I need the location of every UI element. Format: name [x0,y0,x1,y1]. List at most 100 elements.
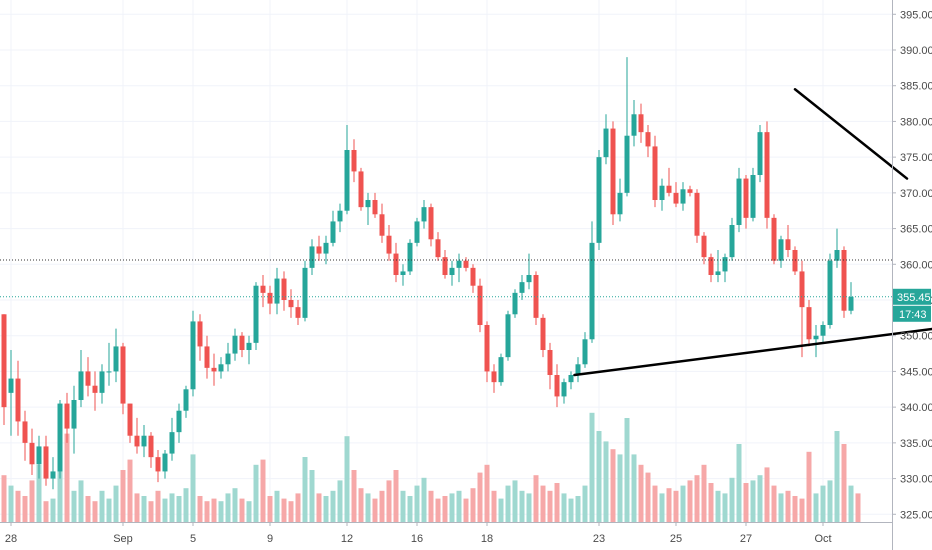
candle-body [603,128,609,158]
candle-body [575,364,581,375]
candle-body [183,389,189,411]
candle [50,457,56,490]
candle-body [218,364,224,372]
volume-bar [127,459,133,522]
candle-body [316,246,322,254]
candle [673,182,679,208]
candle-body [57,403,63,472]
candle-body [78,371,84,400]
candle-body [596,157,602,243]
candle-body [260,285,266,293]
candle [617,178,623,222]
volume-bar [400,490,406,522]
candle [722,253,728,283]
candle-body [736,178,742,225]
candle-body [764,132,770,218]
x-tick-label: 18 [481,533,493,545]
candle-body [29,442,35,465]
volume-bar [162,498,168,522]
candle-body [71,400,77,429]
x-tick-label: Oct [814,533,831,545]
candle-body [498,357,504,383]
volume-bar [680,485,686,522]
candle-body [841,250,847,311]
candle [680,182,686,211]
y-tick-label: 390.00 [900,45,932,57]
candle [624,57,630,197]
volume-bar [302,457,308,522]
candle [309,239,315,275]
volume-bar [463,498,469,522]
candle [666,167,672,197]
volume-bar [456,490,462,522]
candle-body [239,335,245,350]
candle-body [624,135,630,193]
candle [736,167,742,233]
candle-body [757,132,763,175]
candle-body [547,350,553,375]
candle [36,435,42,479]
candle [491,364,497,393]
candle-body [407,242,413,272]
candle [687,185,693,197]
volume-bar [85,496,91,522]
volume-bar [792,496,798,522]
candle [708,253,714,283]
volume-bar [197,496,203,522]
candle-body [225,353,231,365]
volume-bar [71,490,77,522]
candle-body [785,239,791,250]
volume-bar [834,431,840,522]
candle [71,385,77,454]
y-tick-label: 345.00 [900,366,932,378]
volume-bar [78,480,84,522]
volume-bar [729,477,735,522]
candle-body [155,457,161,472]
candle [267,285,273,315]
candle [281,271,287,311]
trendline[interactable] [793,88,909,180]
x-tick-label: 5 [190,533,196,545]
candle [743,175,749,229]
candle-body [722,257,728,272]
volume-bar [218,501,224,522]
candle [197,314,203,361]
volume-bar [540,485,546,522]
candle-body [295,307,301,318]
candle [204,335,210,379]
candle-body [617,192,623,215]
candle-body [176,410,182,433]
candle [771,214,777,265]
x-tick-label: 9 [267,533,273,545]
candle-body [22,421,28,443]
candle-body [533,275,539,318]
candle-body [85,371,91,386]
candle [778,235,784,268]
volume-bar [575,496,581,522]
candle [337,203,343,233]
volume-bar [512,480,518,522]
candle [323,235,329,265]
candle-body [379,214,385,236]
candle [190,310,196,397]
candle-body [813,335,819,340]
candle [407,239,413,275]
y-tick-label: 360.00 [900,259,932,271]
candle-body [337,210,343,222]
candle [274,267,280,315]
candle [645,125,651,158]
volume-bar [722,493,728,522]
candle-body [526,275,532,283]
volume-bar [113,485,119,522]
candle-body [820,325,826,336]
volume-bar [484,464,490,522]
candle [141,425,147,458]
volume-bar [169,493,175,522]
trendline[interactable] [573,327,932,377]
candle [848,282,854,315]
y-tick-label: 330.00 [900,474,932,486]
volume-bar [15,490,21,522]
volume-bar [92,501,98,522]
